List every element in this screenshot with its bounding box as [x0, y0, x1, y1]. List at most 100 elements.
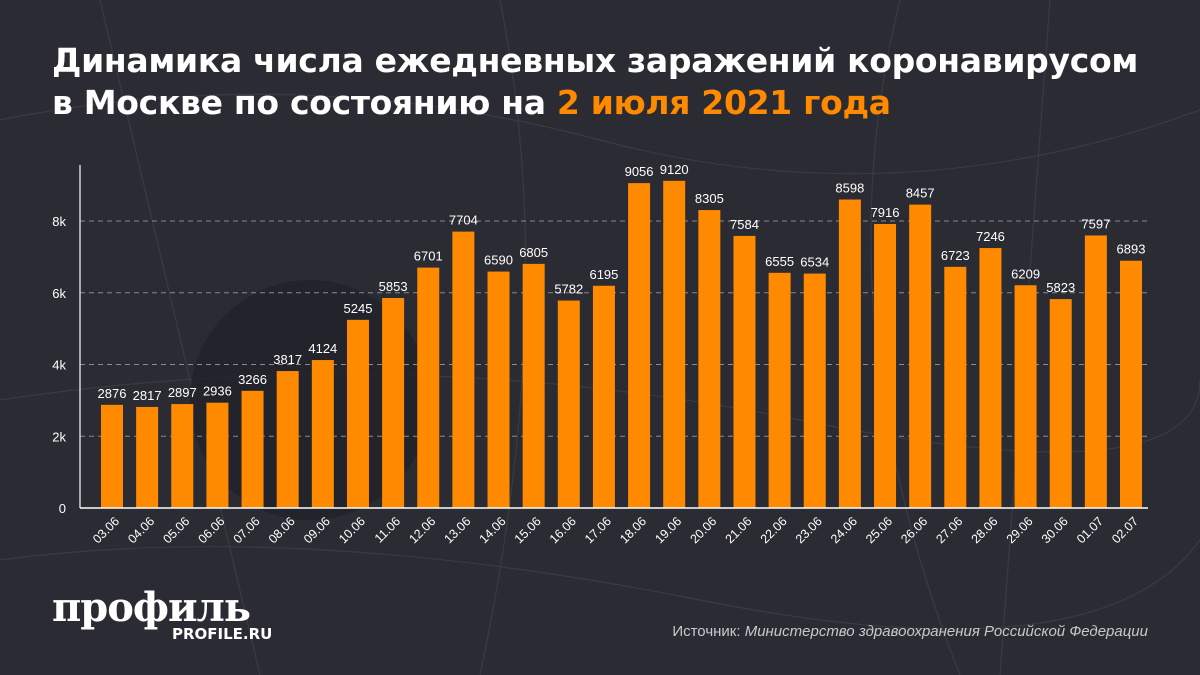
x-tick-label: 09.06 — [301, 514, 333, 546]
bar — [628, 183, 651, 508]
x-tick-label: 27.06 — [933, 514, 965, 546]
data-label: 7597 — [1081, 216, 1110, 231]
bar — [487, 271, 510, 508]
bar — [803, 273, 826, 508]
x-tick-label: 24.06 — [828, 514, 860, 546]
data-label: 6590 — [484, 253, 513, 268]
y-tick-label: 4k — [52, 358, 66, 373]
y-tick-label: 8k — [52, 214, 66, 229]
data-label: 5782 — [554, 282, 583, 297]
source-label: Источник: — [672, 623, 745, 640]
x-tick-label: 21.06 — [723, 514, 755, 546]
data-label: 5245 — [344, 301, 373, 316]
x-tick-label: 23.06 — [793, 514, 825, 546]
title-date: 2 июля 2021 года — [556, 83, 891, 122]
x-tick-label: 13.06 — [441, 514, 473, 546]
data-label: 6534 — [800, 255, 829, 270]
x-tick-label: 29.06 — [1004, 514, 1036, 546]
bar — [1120, 260, 1142, 508]
data-label: 9120 — [660, 162, 689, 177]
bar — [346, 319, 369, 508]
data-label: 2936 — [203, 384, 232, 399]
x-tick-label: 01.07 — [1074, 514, 1106, 546]
y-tick-label: 2k — [52, 429, 66, 444]
data-label: 6723 — [941, 248, 970, 263]
x-tick-label: 22.06 — [758, 514, 790, 546]
data-label: 2817 — [133, 388, 162, 403]
source-note: Источник: Министерство здравоохранения Р… — [672, 623, 1148, 640]
bar — [944, 266, 967, 508]
x-tick-label: 10.06 — [336, 514, 368, 546]
y-tick-label: 0 — [59, 501, 66, 516]
x-tick-label: 20.06 — [687, 514, 719, 546]
bar — [1014, 285, 1037, 508]
bar — [909, 204, 932, 509]
data-label: 7584 — [730, 217, 759, 232]
title-line1: Динамика числа ежедневных заражений коро… — [52, 41, 1138, 80]
chart-title: Динамика числа ежедневных заражений коро… — [52, 40, 1138, 124]
bar — [874, 224, 897, 509]
x-tick-label: 28.06 — [969, 514, 1001, 546]
bar — [417, 267, 440, 508]
bar — [522, 263, 545, 508]
bar — [698, 210, 721, 509]
data-label: 9056 — [625, 164, 654, 179]
bar — [838, 199, 861, 508]
x-tick-label: 19.06 — [652, 514, 684, 546]
x-tick-label: 15.06 — [512, 514, 544, 546]
bar — [382, 298, 405, 508]
data-label: 2897 — [168, 385, 197, 400]
bar — [768, 272, 791, 508]
data-label: 6893 — [1117, 242, 1146, 257]
bar — [592, 285, 615, 508]
profile-logo-sub: PROFILE.RU — [172, 625, 273, 643]
title-line2: в Москве по состоянию на — [52, 83, 557, 122]
x-tick-label: 07.06 — [231, 514, 263, 546]
bar — [206, 402, 229, 508]
x-tick-label: 12.06 — [406, 514, 438, 546]
x-tick-label: 02.07 — [1109, 514, 1141, 546]
data-label: 8598 — [835, 181, 864, 196]
data-label: 6195 — [589, 267, 618, 282]
data-label: 6805 — [519, 245, 548, 260]
profile-logo: профиль — [52, 584, 251, 631]
x-tick-label: 03.06 — [90, 514, 122, 546]
x-tick-label: 08.06 — [266, 514, 298, 546]
data-label: 5823 — [1046, 280, 1075, 295]
x-tick-label: 18.06 — [617, 514, 649, 546]
x-tick-label: 26.06 — [898, 514, 930, 546]
x-tick-label: 25.06 — [863, 514, 895, 546]
bar — [663, 180, 686, 508]
data-label: 3266 — [238, 372, 267, 387]
x-tick-label: 14.06 — [477, 514, 509, 546]
bar — [276, 371, 299, 508]
x-tick-label: 04.06 — [125, 514, 157, 546]
bar — [101, 404, 123, 508]
bar — [452, 231, 475, 508]
bar — [1084, 235, 1107, 508]
data-label: 7704 — [449, 213, 478, 228]
x-tick-label: 16.06 — [547, 514, 579, 546]
data-label: 6209 — [1011, 266, 1040, 281]
x-tick-label: 30.06 — [1039, 514, 1071, 546]
y-tick-label: 6k — [52, 286, 66, 301]
data-label: 6701 — [414, 249, 443, 264]
bar — [733, 235, 756, 508]
bar — [171, 404, 194, 508]
data-label: 7916 — [871, 205, 900, 220]
x-tick-label: 06.06 — [196, 514, 228, 546]
data-label: 6555 — [765, 254, 794, 269]
bar — [979, 248, 1002, 508]
bar — [557, 300, 580, 508]
source-name: Министерство здравоохранения Российской … — [744, 623, 1148, 640]
bar — [311, 360, 334, 508]
data-label: 4124 — [308, 341, 337, 356]
x-tick-label: 17.06 — [582, 514, 614, 546]
bar — [241, 390, 264, 508]
x-tick-label: 05.06 — [160, 514, 192, 546]
data-label: 2876 — [98, 386, 127, 401]
data-label: 8457 — [906, 186, 935, 201]
x-tick-label: 11.06 — [372, 514, 403, 545]
data-label: 3817 — [273, 352, 302, 367]
